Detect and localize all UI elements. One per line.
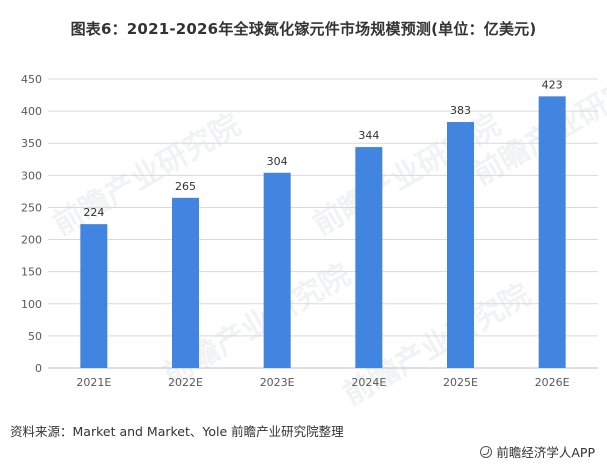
y-tick-label: 200 xyxy=(21,234,42,247)
brand-name: 前瞻经济学人APP xyxy=(496,445,595,460)
y-tick-label: 400 xyxy=(21,105,42,118)
data-label: 265 xyxy=(175,180,196,193)
data-label: 304 xyxy=(267,155,288,168)
x-tick-label: 2025E xyxy=(443,376,478,389)
y-tick-label: 300 xyxy=(21,169,42,182)
brand-logo-icon xyxy=(480,445,493,458)
y-tick-label: 100 xyxy=(21,298,42,311)
x-tick-label: 2024E xyxy=(351,376,386,389)
y-tick-label: 0 xyxy=(35,362,42,375)
x-tick-label: 2022E xyxy=(168,376,203,389)
y-tick-label: 350 xyxy=(21,137,42,150)
y-tick-label: 50 xyxy=(28,330,42,343)
y-tick-label: 250 xyxy=(21,201,42,214)
x-tick-label: 2023E xyxy=(260,376,295,389)
bar xyxy=(538,96,566,368)
x-tick-label: 2026E xyxy=(535,376,570,389)
data-label: 224 xyxy=(83,206,104,219)
source-note: 资料来源：Market and Market、Yole 前瞻产业研究院整理 xyxy=(10,424,344,439)
bar xyxy=(172,197,199,368)
chart-title: 图表6：2021-2026年全球氮化镓元件市场规模预测(单位：亿美元) xyxy=(70,20,537,38)
bar xyxy=(355,147,383,368)
data-label: 383 xyxy=(450,104,471,117)
data-label: 423 xyxy=(542,78,563,91)
bar xyxy=(447,122,474,368)
y-tick-label: 450 xyxy=(21,73,42,86)
data-label: 344 xyxy=(358,129,379,142)
bar xyxy=(263,172,291,368)
brand-credit: 前瞻经济学人APP xyxy=(480,442,595,461)
x-tick-label: 2021E xyxy=(76,376,111,389)
y-tick-label: 150 xyxy=(21,266,42,279)
bar xyxy=(80,224,108,368)
